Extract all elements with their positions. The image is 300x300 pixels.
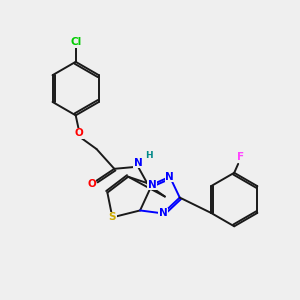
Text: N: N xyxy=(148,180,156,190)
Text: H: H xyxy=(145,152,153,160)
Text: F: F xyxy=(237,152,244,162)
Text: N: N xyxy=(134,158,142,168)
Text: O: O xyxy=(87,179,96,189)
Text: S: S xyxy=(109,212,116,222)
Text: Cl: Cl xyxy=(70,37,81,47)
Text: N: N xyxy=(158,208,167,218)
Text: O: O xyxy=(74,128,83,138)
Text: N: N xyxy=(165,172,174,182)
